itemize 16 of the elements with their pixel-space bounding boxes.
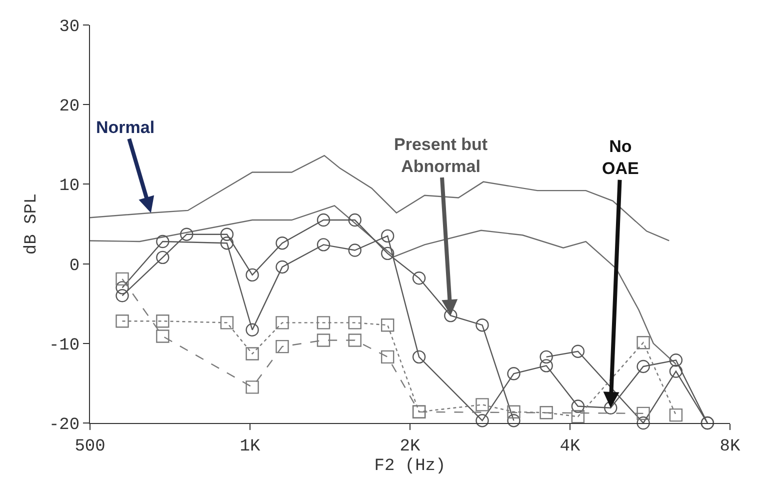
y-tick-label: 0 xyxy=(69,256,80,276)
y-tick-label: -10 xyxy=(48,336,80,356)
y-tick-label: 10 xyxy=(59,177,80,196)
x-tick-label: 2K xyxy=(400,437,421,456)
y-axis-title: dB SPL xyxy=(22,193,42,255)
y-tick-label: 20 xyxy=(59,98,80,117)
annotation: Present but Abnormal xyxy=(394,135,488,176)
x-tick-label: 4K xyxy=(560,437,581,456)
y-tick-label: 30 xyxy=(59,18,80,37)
annotation: No OAE xyxy=(602,137,639,178)
y-tick-label: -20 xyxy=(48,416,80,435)
x-tick-label: 500 xyxy=(74,437,106,456)
annotation: Normal xyxy=(96,118,155,137)
x-tick-label: 1K xyxy=(240,437,261,456)
x-axis-title: F2 (Hz) xyxy=(374,456,446,476)
x-tick-label: 8K xyxy=(720,437,741,456)
